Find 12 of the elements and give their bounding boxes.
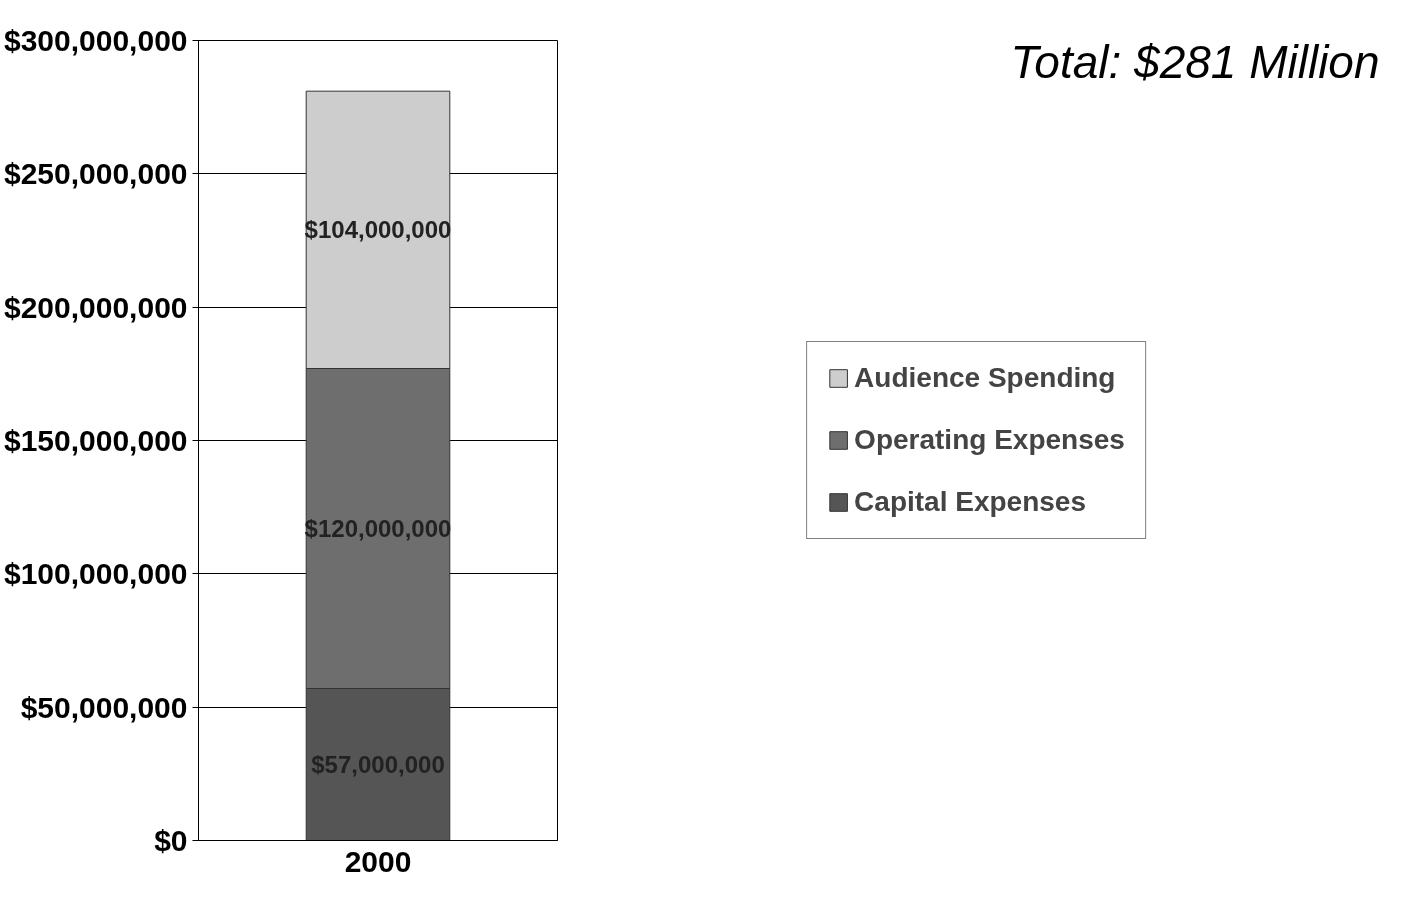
- legend-label: Audience Spending: [854, 362, 1116, 394]
- y-tick-label: $150,000,000: [3, 424, 188, 457]
- y-tick-label: $0: [154, 824, 188, 857]
- y-tick-label: $50,000,000: [20, 690, 188, 724]
- y-tick-label: $200,000,000: [3, 290, 188, 324]
- y-tick-label: $100,000,000: [3, 557, 188, 591]
- legend-label: Operating Expenses: [854, 424, 1125, 456]
- x-tick-label: 2000: [344, 844, 412, 878]
- text: Total: $281 Million: [1010, 35, 1380, 90]
- y-tick-label: $300,000,000: [3, 24, 188, 57]
- y-tick-label: $250,000,000: [3, 157, 188, 191]
- legend-label: Capital Expenses: [854, 486, 1086, 518]
